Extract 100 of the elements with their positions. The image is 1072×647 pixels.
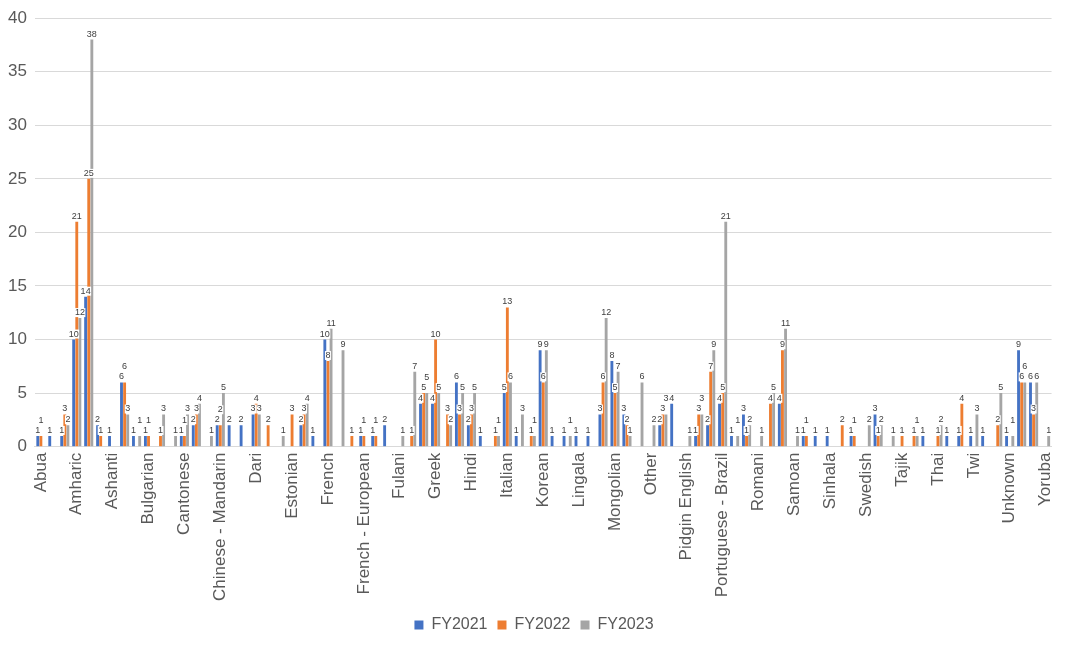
- bar: [431, 403, 434, 447]
- bar: [694, 435, 698, 447]
- bar: [126, 414, 130, 447]
- data-label: 25: [83, 167, 94, 178]
- data-label: 2: [298, 414, 304, 425]
- bar: [159, 435, 162, 447]
- data-label: 38: [86, 28, 97, 39]
- x-tick-label: Ashanti: [102, 452, 122, 510]
- bar: [1005, 435, 1009, 447]
- bar: [446, 414, 449, 447]
- data-label: 9: [537, 339, 543, 350]
- data-label: 1: [812, 424, 818, 435]
- bar: [123, 382, 127, 447]
- data-label: 6: [1028, 371, 1034, 382]
- data-label: 13: [502, 296, 513, 307]
- bar: [867, 425, 871, 447]
- bar: [712, 350, 716, 447]
- data-label: 2: [651, 414, 657, 425]
- bar: [108, 435, 111, 447]
- bar: [454, 382, 458, 447]
- bar: [502, 393, 506, 447]
- data-label: 1: [956, 424, 962, 435]
- y-tick-label: 25: [7, 168, 27, 188]
- bar: [760, 435, 764, 447]
- bar: [191, 425, 195, 447]
- bar: [945, 435, 949, 447]
- data-label: 1: [495, 414, 502, 425]
- data-label: 2: [95, 414, 101, 425]
- y-tick-label: 0: [17, 436, 27, 456]
- data-label: 1: [492, 424, 498, 435]
- data-label: 3: [193, 403, 199, 414]
- y-tick-label: 10: [7, 329, 27, 349]
- bar: [784, 328, 787, 447]
- data-label: 1: [361, 414, 367, 425]
- bar: [610, 360, 614, 447]
- bar: [478, 435, 482, 447]
- data-label: 4: [304, 392, 310, 403]
- data-label: 1: [935, 424, 941, 435]
- bar: [66, 425, 70, 447]
- data-label: 2: [265, 414, 271, 425]
- bar: [419, 403, 422, 447]
- y-tick-label: 15: [7, 275, 27, 295]
- data-label: 9: [1016, 339, 1022, 350]
- bar: [311, 435, 315, 447]
- data-label: 1: [47, 424, 53, 435]
- data-label: 4: [669, 392, 675, 403]
- bar: [473, 393, 477, 447]
- bar: [568, 435, 572, 447]
- data-label: 4: [959, 392, 965, 403]
- data-label: 3: [301, 403, 307, 414]
- bar: [1032, 414, 1036, 447]
- bar: [186, 414, 189, 447]
- bar: [497, 435, 500, 447]
- bar: [541, 382, 545, 447]
- data-label: 5: [421, 382, 427, 393]
- bar: [437, 393, 441, 447]
- data-label: 4: [253, 392, 259, 403]
- bar: [257, 414, 261, 447]
- data-label: 1: [178, 424, 184, 435]
- data-label: 10: [68, 328, 79, 339]
- bar: [509, 382, 512, 447]
- data-label: 9: [543, 339, 549, 350]
- bar: [239, 425, 243, 447]
- data-label: 1: [561, 424, 567, 435]
- data-label: 1: [130, 424, 136, 435]
- data-label: 1: [627, 424, 633, 435]
- data-label: 1: [693, 424, 699, 435]
- data-label: 1: [137, 414, 143, 425]
- data-label: 11: [326, 317, 336, 328]
- data-label: 3: [696, 403, 702, 414]
- data-label: 2: [448, 414, 454, 425]
- x-tick-label: Italian: [497, 452, 517, 499]
- data-label: 1: [759, 424, 765, 435]
- data-label: 1: [400, 424, 406, 435]
- data-label: 2: [938, 414, 944, 425]
- bar: [957, 435, 961, 447]
- bar: [458, 414, 461, 447]
- x-tick-label: Bulgarian: [138, 452, 158, 525]
- bar: [604, 318, 608, 447]
- data-label: 1: [890, 424, 896, 435]
- data-label: 2: [65, 414, 71, 425]
- bar: [730, 435, 733, 447]
- x-tick-label: Samoan: [784, 452, 804, 516]
- data-label: 1: [208, 424, 214, 435]
- data-label: 1: [59, 424, 65, 435]
- data-label: 4: [717, 392, 723, 403]
- bar: [120, 382, 123, 447]
- bar: [198, 403, 201, 447]
- bar: [718, 403, 721, 447]
- data-label: 1: [795, 424, 801, 435]
- data-label: 5: [771, 382, 777, 393]
- data-label: 5: [720, 382, 726, 393]
- bar: [745, 435, 748, 447]
- x-tick-label: Greek: [425, 452, 445, 499]
- data-label: 5: [220, 382, 226, 393]
- data-label: 3: [699, 393, 705, 404]
- x-tick-label: Twi: [963, 452, 983, 479]
- data-label: 3: [256, 403, 262, 414]
- bar: [299, 425, 303, 447]
- bar: [505, 307, 509, 447]
